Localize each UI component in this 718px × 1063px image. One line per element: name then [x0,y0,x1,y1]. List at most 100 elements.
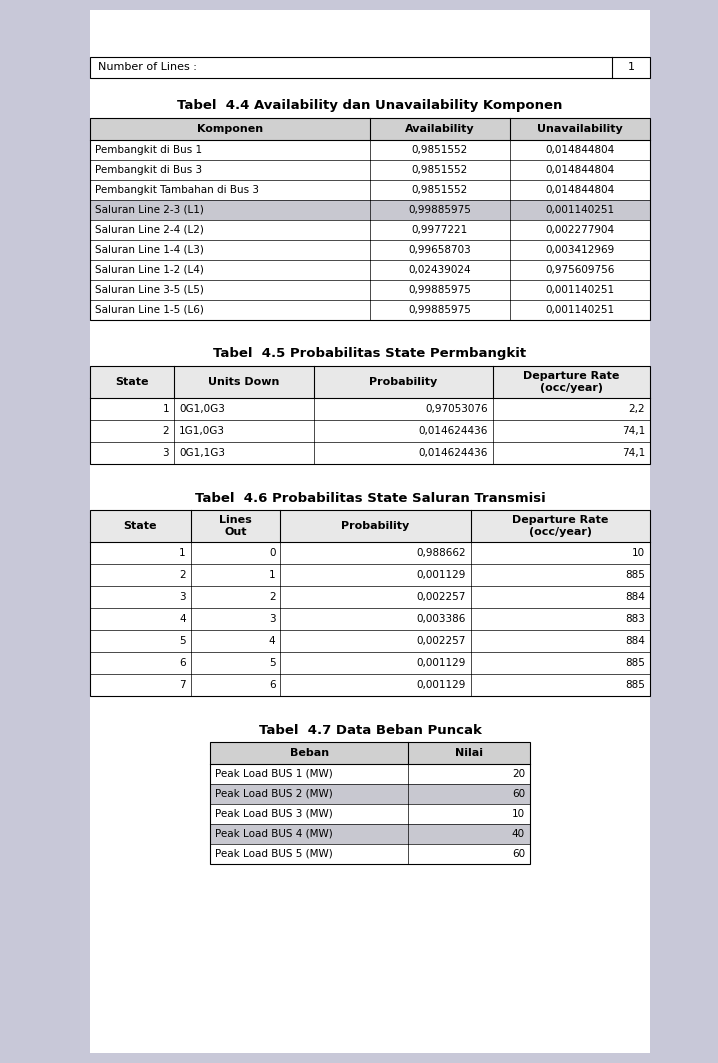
Text: Peak Load BUS 3 (MW): Peak Load BUS 3 (MW) [215,809,332,819]
Text: Tabel  4.6 Probabilitas State Saluran Transmisi: Tabel 4.6 Probabilitas State Saluran Tra… [195,491,546,505]
Text: 5: 5 [180,636,186,646]
Text: Saluran Line 3-5 (L5): Saluran Line 3-5 (L5) [95,285,204,296]
Text: 0: 0 [269,549,276,558]
Bar [90,200,650,220]
Text: 0,001129: 0,001129 [416,570,466,580]
Text: 0,002277904: 0,002277904 [546,225,615,235]
Text: Probability: Probability [370,377,438,387]
Text: 2,2: 2,2 [628,404,645,414]
Text: Pembangkit di Bus 1: Pembangkit di Bus 1 [95,145,202,155]
Text: 0,003386: 0,003386 [416,614,466,624]
Text: Departure Rate
(occ/year): Departure Rate (occ/year) [512,514,609,537]
Bar [210,742,530,864]
Text: 40: 40 [512,829,525,839]
Text: State: State [123,521,157,532]
Text: 0,001129: 0,001129 [416,680,466,690]
Text: 0,9977221: 0,9977221 [412,225,468,235]
Text: Unavailability: Unavailability [537,124,623,134]
Text: 0,001140251: 0,001140251 [546,285,615,296]
Text: 885: 885 [625,658,645,668]
Text: 0,003412969: 0,003412969 [546,244,615,255]
Text: 0,9851552: 0,9851552 [412,145,468,155]
Text: 3: 3 [162,448,169,458]
Text: Lines
Out: Lines Out [219,514,252,537]
Text: 0G1,1G3: 0G1,1G3 [179,448,225,458]
Bar [90,510,650,696]
Text: Tabel  4.7 Data Beban Puncak: Tabel 4.7 Data Beban Puncak [258,724,482,737]
Text: 3: 3 [180,592,186,602]
Text: 10: 10 [632,549,645,558]
Text: Departure Rate
(occ/year): Departure Rate (occ/year) [523,371,620,393]
Text: 0,99885975: 0,99885975 [409,205,472,215]
Text: 884: 884 [625,636,645,646]
Text: 2: 2 [269,592,276,602]
Text: 60: 60 [512,849,525,859]
Text: 0,001140251: 0,001140251 [546,305,615,315]
Text: 0,975609756: 0,975609756 [545,265,615,275]
Text: 0,014624436: 0,014624436 [419,426,488,436]
Text: 1: 1 [180,549,186,558]
Text: 1: 1 [269,570,276,580]
Text: 0,014624436: 0,014624436 [419,448,488,458]
Text: Tabel  4.5 Probabilitas State Permbangkit: Tabel 4.5 Probabilitas State Permbangkit [213,348,526,360]
Text: 74,1: 74,1 [622,426,645,436]
Text: Beban: Beban [289,748,329,758]
Bar [90,510,650,542]
Bar [90,366,650,465]
Bar [90,118,650,320]
Text: 0,002257: 0,002257 [416,636,466,646]
Bar [90,57,650,78]
Text: 0,99658703: 0,99658703 [409,244,472,255]
Text: 74,1: 74,1 [622,448,645,458]
Text: Number of Lines :: Number of Lines : [98,63,197,72]
Text: 0,014844804: 0,014844804 [546,185,615,195]
Text: 0,9851552: 0,9851552 [412,165,468,175]
Text: Saluran Line 1-5 (L6): Saluran Line 1-5 (L6) [95,305,204,315]
Bar [90,366,650,398]
Text: Pembangkit Tambahan di Bus 3: Pembangkit Tambahan di Bus 3 [95,185,259,195]
Text: 2: 2 [180,570,186,580]
Text: Saluran Line 1-2 (L4): Saluran Line 1-2 (L4) [95,265,204,275]
Text: 0,988662: 0,988662 [416,549,466,558]
Text: 1: 1 [628,63,635,72]
Text: 6: 6 [269,680,276,690]
Text: Komponen: Komponen [197,124,263,134]
Text: 0,02439024: 0,02439024 [409,265,471,275]
Text: 0,002257: 0,002257 [416,592,466,602]
Text: 2: 2 [162,426,169,436]
Bar [210,742,530,764]
Text: Availability: Availability [405,124,475,134]
Bar [90,118,650,140]
Text: 885: 885 [625,570,645,580]
Text: 3: 3 [269,614,276,624]
Bar [210,824,530,844]
Text: 60: 60 [512,789,525,799]
Text: 884: 884 [625,592,645,602]
Text: 0G1,0G3: 0G1,0G3 [179,404,225,414]
Text: Saluran Line 2-4 (L2): Saluran Line 2-4 (L2) [95,225,204,235]
Text: 6: 6 [180,658,186,668]
Text: State: State [116,377,149,387]
Text: 5: 5 [269,658,276,668]
Text: 10: 10 [512,809,525,819]
Text: 0,99885975: 0,99885975 [409,285,472,296]
Text: 1: 1 [162,404,169,414]
Text: Units Down: Units Down [208,377,280,387]
Text: 4: 4 [180,614,186,624]
Text: Saluran Line 1-4 (L3): Saluran Line 1-4 (L3) [95,244,204,255]
Text: 1G1,0G3: 1G1,0G3 [179,426,225,436]
Text: 0,014844804: 0,014844804 [546,145,615,155]
Text: Nilai: Nilai [455,748,483,758]
Text: Peak Load BUS 4 (MW): Peak Load BUS 4 (MW) [215,829,332,839]
Text: 0,9851552: 0,9851552 [412,185,468,195]
Text: 4: 4 [269,636,276,646]
Text: 883: 883 [625,614,645,624]
Text: Peak Load BUS 1 (MW): Peak Load BUS 1 (MW) [215,769,332,779]
Text: Tabel  4.4 Availability dan Unavailability Komponen: Tabel 4.4 Availability dan Unavailabilit… [177,100,563,113]
Text: 0,001129: 0,001129 [416,658,466,668]
Text: 7: 7 [180,680,186,690]
Bar [210,784,530,804]
Text: 20: 20 [512,769,525,779]
Text: Peak Load BUS 5 (MW): Peak Load BUS 5 (MW) [215,849,332,859]
Text: 0,014844804: 0,014844804 [546,165,615,175]
